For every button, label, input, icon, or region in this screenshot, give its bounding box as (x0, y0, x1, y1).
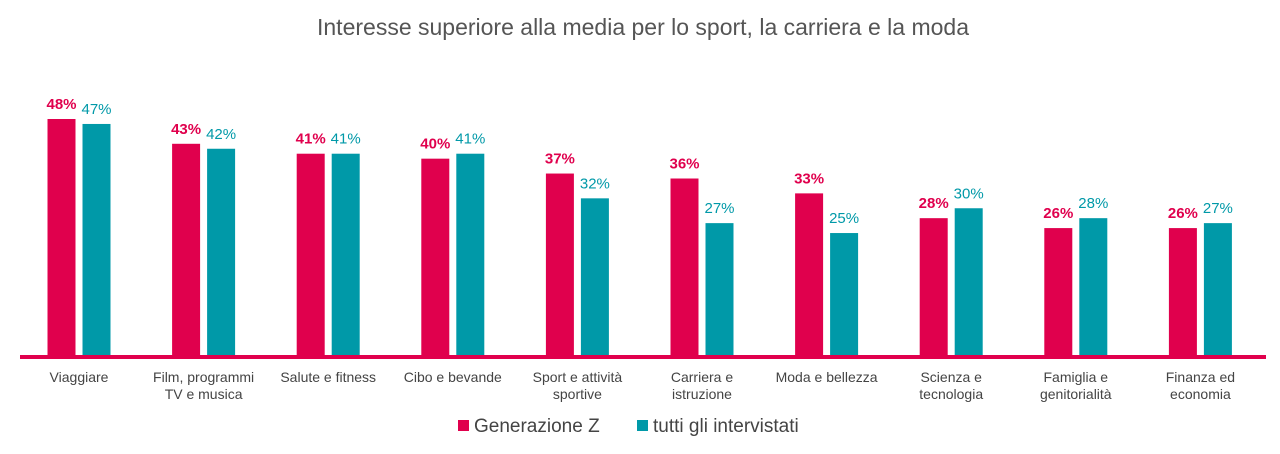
bar-all-2 (331, 153, 360, 357)
data-label-genz-0: 48% (46, 96, 76, 113)
x-tick-label-5: Carriera e istruzione (671, 369, 733, 402)
bar-genz-7 (919, 218, 948, 357)
bar-all-6 (830, 233, 859, 357)
bar-genz-0 (47, 119, 76, 357)
x-tick-label-7: Scienza e tecnologia (919, 369, 983, 402)
x-tick-label-6: Moda e bellezza (776, 369, 878, 385)
data-label-all-0: 47% (81, 101, 111, 118)
legend-genz-label: Generazione Z (474, 416, 600, 437)
x-tick-label-4: Sport e attività sportive (533, 369, 623, 402)
bar-genz-8 (1044, 228, 1073, 357)
data-label-all-6: 25% (829, 210, 859, 227)
x-tick-label-2: Salute e fitness (280, 369, 376, 385)
bar-genz-6 (795, 193, 824, 357)
bar-genz-9 (1168, 228, 1197, 357)
bar-all-3 (456, 153, 485, 357)
bar-genz-2 (296, 153, 325, 357)
data-label-all-7: 30% (954, 185, 984, 202)
bar-genz-4 (545, 173, 574, 357)
bar-all-1 (207, 148, 236, 357)
x-tick-label-3: Cibo e bevande (404, 369, 502, 385)
chart-title: Interesse superiore alla media per lo sp… (317, 14, 969, 40)
x-tick-label-0: Viaggiare (50, 369, 109, 385)
bars-layer: 48% 47% 43% 42% 41% 41% 40% 41% 37% 32% 36% 27% 33% 2… (46, 96, 1233, 357)
data-label-all-9: 27% (1203, 200, 1233, 217)
data-label-all-3: 41% (455, 131, 485, 148)
data-label-genz-7: 28% (919, 195, 949, 212)
bar-all-9 (1203, 223, 1232, 357)
bar-all-0 (82, 123, 111, 357)
bar-all-7 (954, 208, 983, 357)
data-label-genz-1: 43% (171, 121, 201, 138)
data-label-genz-8: 26% (1043, 205, 1073, 222)
data-label-all-5: 27% (704, 200, 734, 217)
bar-all-4 (580, 198, 609, 357)
legend-all-label: tutti gli intervistati (653, 416, 799, 437)
x-tick-labels: Viaggiare Film, programmi TV e musica Salut… (50, 369, 1235, 402)
data-label-all-4: 32% (580, 175, 610, 192)
x-tick-label-8: Famiglia e genitorialità (1040, 369, 1112, 402)
x-tick-label-1: Film, programmi TV e musica (153, 369, 254, 402)
bar-genz-3 (421, 158, 450, 357)
legend: Generazione Z tutti gli intervistati (458, 416, 799, 437)
bar-all-5 (705, 223, 734, 357)
data-label-all-8: 28% (1078, 195, 1108, 212)
data-label-genz-2: 41% (296, 131, 326, 148)
data-label-genz-9: 26% (1168, 205, 1198, 222)
legend-genz-swatch (458, 420, 469, 431)
data-label-genz-4: 37% (545, 151, 575, 168)
data-label-all-2: 41% (331, 131, 361, 148)
data-label-genz-3: 40% (420, 136, 450, 153)
bar-genz-5 (670, 178, 699, 357)
data-label-all-1: 42% (206, 126, 236, 143)
legend-all-swatch (637, 420, 648, 431)
bar-genz-1 (172, 143, 201, 357)
data-label-genz-6: 33% (794, 170, 824, 187)
data-label-genz-5: 36% (669, 156, 699, 173)
bar-all-8 (1079, 218, 1108, 357)
x-tick-label-9: Finanza ed economia (1166, 369, 1235, 402)
